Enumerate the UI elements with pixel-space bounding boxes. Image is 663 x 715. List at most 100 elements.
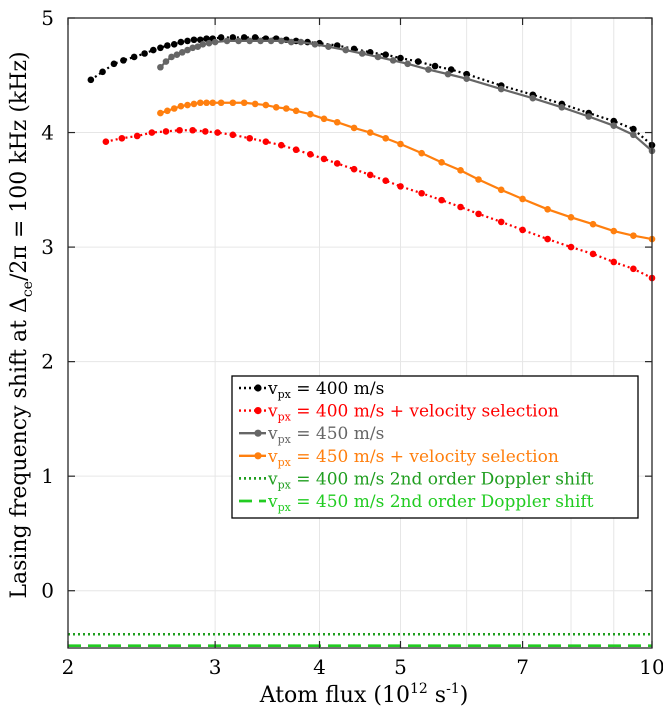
data-point — [475, 210, 482, 218]
legend-label: vpx = 400 m/s + velocity selection — [267, 402, 559, 424]
data-point — [150, 46, 157, 54]
data-point — [246, 37, 254, 45]
data-point — [311, 41, 319, 48]
data-point — [292, 146, 300, 154]
data-point — [366, 171, 374, 179]
data-point — [199, 41, 207, 48]
data-point — [257, 37, 264, 45]
data-point — [358, 50, 366, 57]
data-point — [610, 227, 618, 235]
legend-box — [231, 375, 639, 519]
data-point — [374, 53, 382, 61]
series-4 — [157, 99, 656, 243]
data-point — [418, 189, 425, 197]
data-point — [397, 183, 404, 190]
data-point — [397, 140, 404, 148]
data-point — [610, 117, 618, 125]
data-point — [414, 58, 422, 65]
data-point — [194, 43, 202, 50]
data-point — [209, 99, 216, 107]
legend-label: vpx = 450 m/s + velocity selection — [267, 447, 559, 469]
data-point — [558, 104, 566, 111]
data-point — [457, 167, 464, 174]
legend-item: vpx = 450 m/s 2nd order Doppler shift — [239, 492, 594, 514]
data-point — [202, 128, 209, 135]
data-point — [130, 53, 138, 61]
data-point — [630, 232, 637, 239]
data-point — [297, 38, 305, 46]
x-tick-label: 3 — [209, 655, 222, 679]
data-point — [157, 63, 164, 71]
data-point — [184, 46, 191, 54]
data-point — [610, 258, 618, 266]
data-point — [235, 37, 242, 45]
x-tick-label: 10 — [639, 655, 663, 679]
x-tick-label: 5 — [394, 655, 407, 679]
data-point — [157, 44, 164, 52]
data-point — [585, 113, 593, 120]
data-point — [630, 265, 637, 273]
data-point — [177, 102, 185, 110]
data-point — [262, 101, 270, 109]
data-point — [630, 131, 637, 139]
plot-frame — [67, 17, 653, 649]
data-point — [325, 43, 332, 50]
data-point — [164, 107, 171, 115]
y-axis-title: Lasing frequency shift at Δce/2π = 100 k… — [7, 51, 36, 598]
data-point — [497, 218, 505, 226]
y-tick-label: 2 — [41, 350, 54, 374]
x-tick-label: 7 — [516, 655, 529, 679]
legend-item: vpx = 400 m/s — [239, 379, 384, 401]
data-point — [630, 125, 637, 133]
data-point — [189, 126, 196, 134]
data-point — [99, 68, 106, 76]
data-point — [431, 62, 439, 70]
data-point — [197, 99, 204, 107]
data-point — [610, 122, 618, 129]
data-point — [176, 126, 183, 134]
data-point — [190, 36, 198, 44]
data-point — [333, 118, 341, 126]
data-point — [589, 250, 597, 258]
data-point — [397, 54, 404, 62]
data-point — [320, 155, 328, 163]
legend-marker — [254, 384, 262, 392]
data-point — [118, 134, 126, 142]
data-point — [211, 38, 219, 46]
data-point — [184, 101, 191, 109]
data-point — [418, 149, 425, 157]
data-point — [262, 138, 270, 146]
data-point — [240, 34, 248, 41]
data-point — [102, 138, 110, 146]
data-point — [214, 129, 221, 136]
data-point — [320, 115, 328, 123]
legend-label: vpx = 400 m/s 2nd order Doppler shift — [267, 469, 594, 491]
data-point — [110, 60, 118, 68]
data-point — [333, 160, 341, 167]
data-point — [382, 51, 389, 58]
data-point — [205, 39, 213, 47]
data-point — [366, 129, 374, 136]
data-point — [267, 37, 275, 45]
legend-label: vpx = 450 m/s — [267, 424, 384, 446]
data-point — [463, 70, 470, 78]
data-point — [447, 66, 455, 73]
data-point — [246, 134, 254, 142]
y-tick-label: 5 — [41, 6, 54, 30]
data-point — [438, 159, 445, 166]
x-tick-label: 2 — [62, 655, 75, 679]
data-point — [170, 105, 178, 112]
y-tick-label: 0 — [41, 579, 54, 603]
data-point — [567, 243, 575, 251]
data-point — [382, 134, 389, 142]
plot-series — [68, 34, 656, 648]
data-point — [240, 99, 248, 107]
data-point — [229, 131, 237, 139]
data-point — [133, 132, 141, 140]
legend-marker — [254, 452, 262, 460]
data-point — [157, 109, 164, 117]
legend-marker — [254, 429, 262, 437]
